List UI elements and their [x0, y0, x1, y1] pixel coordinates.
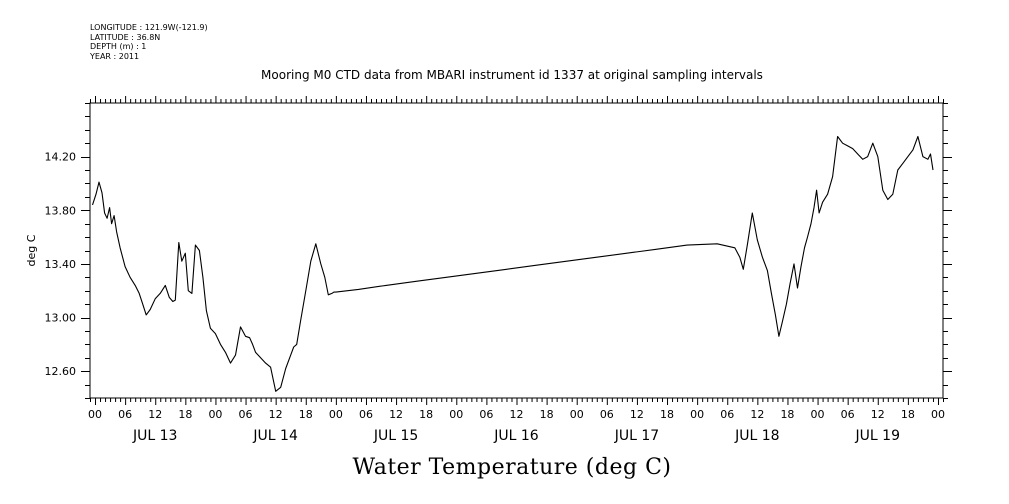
hour-tick-label: 18	[901, 408, 915, 421]
day-label: JUL 16	[493, 428, 539, 444]
hour-tick-label: 00	[88, 408, 102, 421]
plot-frame	[89, 102, 944, 399]
y-tick-label: 13.80	[45, 204, 77, 217]
hour-tick-label: 00	[931, 408, 945, 421]
hour-tick-label: 06	[359, 408, 373, 421]
day-label: JUL 19	[855, 428, 900, 444]
y-tick-label: 12.60	[45, 365, 77, 378]
longitude-label: LONGITUDE : 121.9W(-121.9)	[90, 23, 208, 32]
hour-tick-label: 12	[389, 408, 403, 421]
hour-tick-label: 18	[299, 408, 313, 421]
hour-tick-label: 18	[540, 408, 554, 421]
hour-tick-label: 00	[811, 408, 825, 421]
hour-tick-label: 00	[570, 408, 584, 421]
hour-tick-label: 00	[690, 408, 704, 421]
hour-tick-label: 00	[329, 408, 343, 421]
hour-tick-label: 00	[208, 408, 222, 421]
hour-tick-label: 06	[600, 408, 614, 421]
hour-tick-label: 06	[118, 408, 132, 421]
day-label: JUL 17	[614, 428, 659, 444]
axes-layer	[81, 96, 952, 405]
chart-title: Mooring M0 CTD data from MBARI instrumen…	[261, 68, 763, 82]
hour-tick-label: 12	[630, 408, 644, 421]
hour-tick-label: 12	[750, 408, 764, 421]
temperature-line	[91, 135, 934, 392]
hour-tick-label: 18	[660, 408, 674, 421]
hour-tick-label: 00	[449, 408, 463, 421]
hour-tick-label: 06	[479, 408, 493, 421]
day-label: JUL 18	[734, 428, 779, 444]
hour-tick-label: 06	[841, 408, 855, 421]
metadata-block: LONGITUDE : 121.9W(-121.9) LATITUDE : 36…	[90, 23, 208, 61]
hour-tick-label: 12	[510, 408, 524, 421]
day-label: JUL 15	[373, 428, 418, 444]
y-axis-label: deg C	[25, 234, 38, 266]
label-layer: 12.60 13.00 13.40 13.80 14.20 deg C 00 06 12 18 00…	[25, 151, 945, 444]
y-tick-label: 13.40	[45, 258, 77, 271]
hour-tick-label: 12	[148, 408, 162, 421]
latitude-label: LATITUDE : 36.8N	[90, 32, 161, 42]
day-label: JUL 14	[252, 428, 298, 444]
y-tick-label: 13.00	[45, 312, 77, 325]
hour-tick-label: 06	[239, 408, 253, 421]
x-axis-title: Water Temperature (deg C)	[352, 455, 672, 480]
hour-tick-label: 18	[178, 408, 192, 421]
hour-tick-label: 06	[720, 408, 734, 421]
hour-tick-label: 18	[780, 408, 794, 421]
hour-tick-label: 18	[419, 408, 433, 421]
depth-label: DEPTH (m) : 1	[90, 42, 147, 51]
hour-tick-label: 12	[871, 408, 885, 421]
data-layer	[91, 135, 934, 392]
day-label: JUL 13	[132, 428, 177, 444]
hour-tick-label: 12	[269, 408, 283, 421]
y-tick-label: 14.20	[45, 151, 77, 164]
year-label: YEAR : 2011	[90, 51, 140, 61]
